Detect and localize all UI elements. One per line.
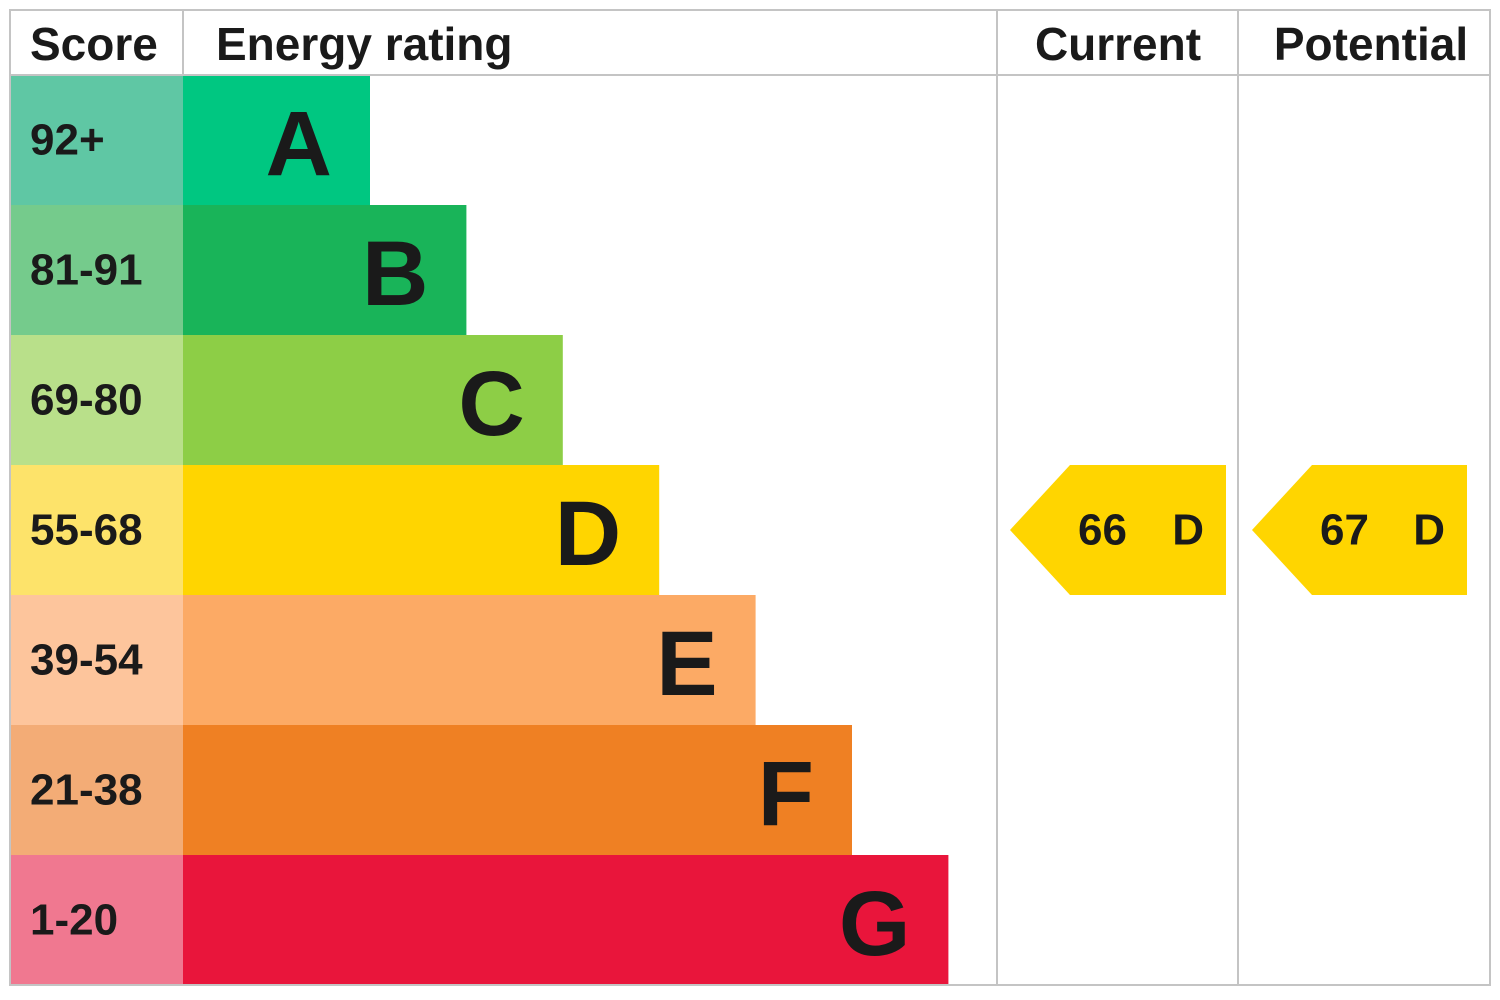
potential-score: 67 [1320, 506, 1369, 555]
score-label: 21-38 [30, 766, 143, 815]
rating-letter: E [656, 613, 717, 715]
score-cell [10, 205, 183, 335]
score-label: 81-91 [30, 246, 143, 295]
current-rating: D [1172, 506, 1204, 555]
bands: 92+ A 81-91 B 69-80 C 55-68 D 39-54 E 21-38 F 1-20 G [10, 75, 949, 985]
header-current: Current [1035, 18, 1201, 70]
score-label: 1-20 [30, 896, 118, 945]
table-border [9, 9, 1491, 986]
rating-bar [183, 855, 949, 985]
rating-letter: G [839, 873, 911, 975]
score-label: 92+ [30, 116, 105, 165]
score-cell [10, 335, 183, 465]
rating-letter: A [266, 93, 332, 195]
rating-bar [183, 595, 756, 725]
score-cell [10, 465, 183, 595]
score-label: 39-54 [30, 636, 143, 685]
score-cell [10, 595, 183, 725]
current-score: 66 [1078, 506, 1127, 555]
rating-bar [183, 75, 370, 205]
score-cell [10, 75, 183, 205]
score-label: 69-80 [30, 376, 143, 425]
rating-letter: F [758, 743, 814, 845]
score-cell [10, 855, 183, 985]
potential-arrow [1252, 465, 1467, 595]
score-label: 55-68 [30, 506, 143, 555]
rating-bar [183, 335, 563, 465]
rating-bar [183, 465, 660, 595]
potential-rating: D [1413, 506, 1445, 555]
rating-letter: B [362, 223, 428, 325]
current-arrow [1010, 465, 1226, 595]
score-cell [10, 725, 183, 855]
rating-bar [183, 205, 467, 335]
header-rating: Energy rating [216, 18, 513, 70]
rating-letter: C [458, 353, 524, 455]
rating-bar [183, 725, 852, 855]
header-potential: Potential [1274, 18, 1468, 70]
rating-letter: D [555, 483, 621, 585]
header-score: Score [30, 18, 158, 70]
